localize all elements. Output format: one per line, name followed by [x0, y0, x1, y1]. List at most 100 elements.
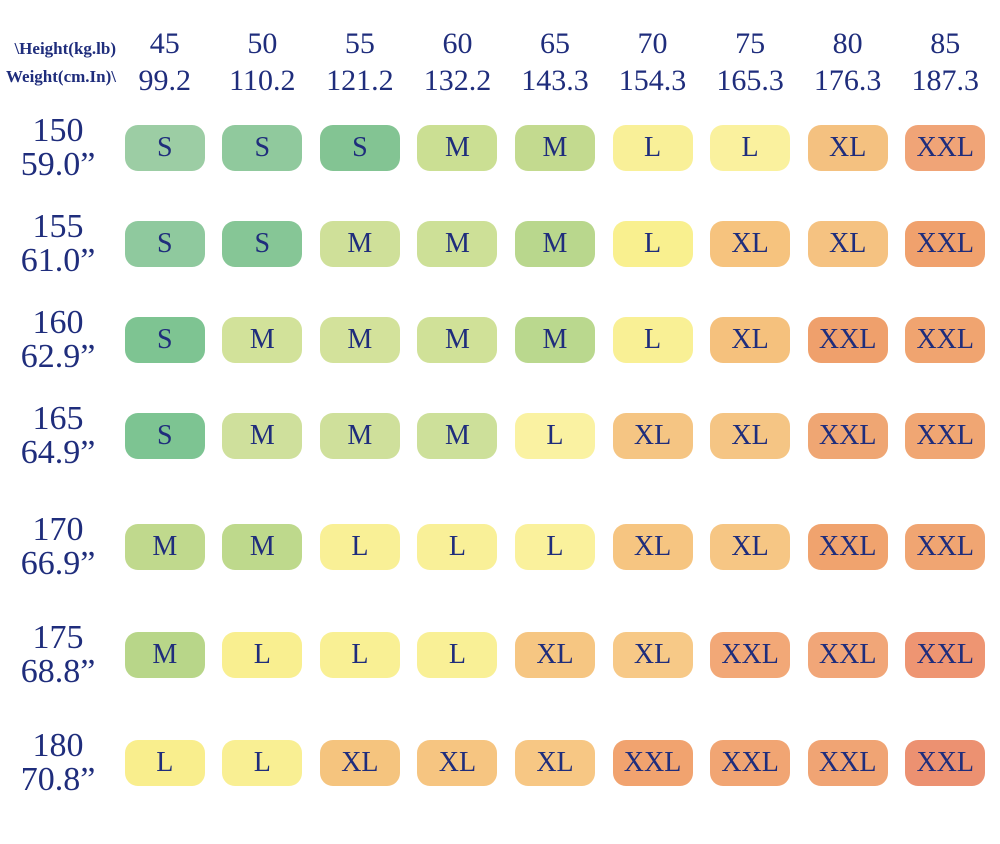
table-cell: M [409, 221, 507, 267]
table-cell: XL [701, 413, 799, 459]
row-label-inch: 66.9” [20, 545, 96, 582]
size-pill: XL [514, 740, 595, 786]
table-cell: XXL [799, 632, 897, 678]
size-pill: M [222, 524, 303, 570]
size-pill: XXL [905, 125, 986, 171]
size-pill: L [612, 317, 693, 363]
column-header: 55 121.2 [311, 26, 409, 100]
table-cell: M [409, 125, 507, 171]
size-pill: L [710, 125, 791, 171]
column-header: 60 132.2 [409, 26, 507, 100]
size-pill: XL [319, 740, 400, 786]
size-pill: XXL [905, 221, 986, 267]
table-cell: XXL [896, 524, 994, 570]
size-pill: XL [612, 524, 693, 570]
table-row: 150 59.0” S S S M M L L XL XXL [0, 100, 1000, 196]
size-pill: M [222, 413, 303, 459]
size-pill: L [222, 740, 303, 786]
column-header-lb: 132.2 [423, 64, 492, 97]
table-cell: M [506, 221, 604, 267]
table-cell: M [214, 413, 312, 459]
column-header: 50 110.2 [214, 26, 312, 100]
size-pill: S [124, 413, 205, 459]
table-cell: XXL [799, 740, 897, 786]
corner-label: \Height(kg.lb) Weight(cm.In)\ [0, 26, 116, 100]
row-label: 150 59.0” [0, 114, 116, 182]
table-cell: XL [506, 632, 604, 678]
table-cell: M [116, 524, 214, 570]
table-cell: XL [409, 740, 507, 786]
corner-label-height: \Height(kg.lb) [14, 39, 116, 58]
table-body: 150 59.0” S S S M M L L XL XXL 155 61.0” S S M M M L XL XL XX… [0, 100, 1000, 811]
table-cell: XXL [799, 317, 897, 363]
size-pill: M [514, 125, 595, 171]
size-pill: M [319, 317, 400, 363]
size-pill: XXL [905, 524, 986, 570]
table-cell: XXL [896, 125, 994, 171]
table-cell: S [116, 317, 214, 363]
table-cell: L [214, 740, 312, 786]
table-cell: XXL [701, 740, 799, 786]
table-cell: L [604, 125, 702, 171]
size-pill: XXL [807, 524, 888, 570]
table-cell: L [506, 413, 604, 459]
size-pill: XXL [905, 632, 986, 678]
size-pill: S [124, 317, 205, 363]
size-pill: L [124, 740, 205, 786]
column-header-lb: 110.2 [229, 64, 296, 97]
column-header-lb: 176.3 [813, 64, 882, 97]
size-pill: M [319, 413, 400, 459]
table-cell: M [506, 317, 604, 363]
table-cell: M [311, 221, 409, 267]
table-cell: L [409, 524, 507, 570]
table-cell: XL [701, 221, 799, 267]
table-cell: XL [799, 221, 897, 267]
size-pill: XXL [807, 413, 888, 459]
row-label-cm: 170 [32, 511, 84, 548]
column-header: 70 154.3 [604, 26, 702, 100]
column-header-lb: 121.2 [326, 64, 394, 97]
size-pill: S [319, 125, 400, 171]
size-pill: L [222, 632, 303, 678]
column-header-kg: 70 [637, 27, 668, 60]
size-pill: XXL [807, 740, 888, 786]
row-label-inch: 68.8” [20, 653, 96, 690]
size-pill: XXL [807, 317, 888, 363]
table-cell: XXL [896, 317, 994, 363]
column-header-lb: 99.2 [138, 64, 192, 97]
table-cell: L [311, 524, 409, 570]
table-cell: L [604, 317, 702, 363]
table-cell: XL [604, 524, 702, 570]
row-label-cm: 175 [32, 619, 84, 656]
table-cell: XL [701, 524, 799, 570]
size-pill: M [124, 632, 205, 678]
size-pill: XL [807, 221, 888, 267]
table-row: 160 62.9” S M M M M L XL XXL XXL [0, 292, 1000, 388]
table-cell: XXL [896, 413, 994, 459]
row-label: 180 70.8” [0, 729, 116, 797]
table-cell: L [604, 221, 702, 267]
table-cell: XXL [799, 524, 897, 570]
size-pill: XL [612, 632, 693, 678]
column-header-lb: 187.3 [911, 64, 979, 97]
table-cell: L [116, 740, 214, 786]
row-label: 155 61.0” [0, 210, 116, 278]
row-label-inch: 62.9” [20, 338, 96, 375]
size-pill: XL [807, 125, 888, 171]
table-cell: XXL [896, 740, 994, 786]
table-cell: XXL [799, 413, 897, 459]
table-cell: L [506, 524, 604, 570]
size-pill: XXL [905, 740, 986, 786]
size-pill: XL [710, 413, 791, 459]
row-label: 170 66.9” [0, 513, 116, 581]
size-pill: M [417, 317, 498, 363]
size-pill: M [514, 221, 595, 267]
table-row: 175 68.8” M L L L XL XL XXL XXL XXL [0, 607, 1000, 703]
size-pill: XXL [612, 740, 693, 786]
size-pill: XXL [905, 317, 986, 363]
table-cell: L [214, 632, 312, 678]
row-label-inch: 61.0” [20, 242, 96, 279]
size-pill: XL [710, 317, 791, 363]
header-row: \Height(kg.lb) Weight(cm.In)\ 45 99.2 50 11… [0, 0, 1000, 100]
